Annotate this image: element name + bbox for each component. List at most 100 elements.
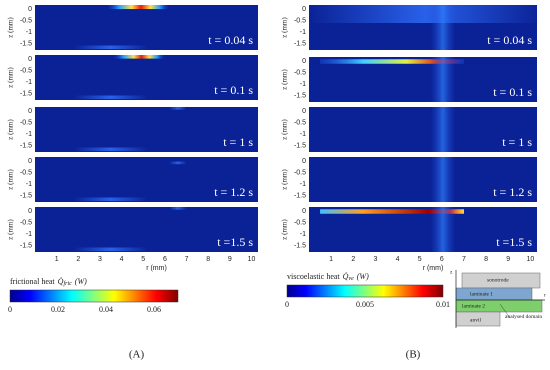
r-tick-label: 7 (462, 256, 466, 263)
colorbar (286, 284, 444, 298)
z-tick-label: -1.5 (294, 242, 306, 249)
z-tick-label: 0 (28, 208, 32, 215)
r-tick-label: 9 (506, 256, 510, 263)
r-tick-label: 5 (418, 256, 422, 263)
label: laminate 2 (462, 303, 485, 309)
r-axis-label: r (mm) (423, 265, 444, 272)
z-tick-label: 0 (28, 56, 32, 63)
z-axis-label: z (mm) (7, 119, 15, 140)
z-tick-label: -0.5 (294, 17, 306, 24)
laminate1-shape (455, 287, 533, 301)
z-axis-label: z (mm) (7, 17, 15, 38)
heat-region (73, 45, 148, 50)
z-tick-label: -0.5 (294, 169, 306, 176)
r-tick-label: 2 (76, 256, 80, 263)
time-label: t = 1 s (223, 135, 253, 149)
pointer (499, 303, 511, 319)
heat-region (430, 5, 456, 50)
z-tick-label: -1 (300, 181, 306, 188)
panel-label: (B) (406, 349, 421, 361)
heatmap (35, 107, 258, 152)
heat-region (320, 209, 464, 214)
colorbar-tick-label: 0.01 (436, 300, 450, 309)
colorbar-tick-label: 0.04 (99, 305, 113, 314)
z-tick-label: -1.5 (294, 92, 306, 99)
colorbar-title: viscoelastic heat Q̇ve (W) (287, 272, 369, 283)
colorbar-unit: (W) (357, 272, 369, 281)
colorbar-tick-label: 0 (8, 305, 12, 314)
heat-region (106, 5, 170, 10)
z-tick-label: -0.5 (20, 169, 32, 176)
time-label: t = 1.2 s (214, 185, 253, 199)
r-tick-label: 1 (55, 256, 59, 263)
colorbar-text: viscoelastic heat (287, 272, 340, 281)
z-tick-label: -0.5 (20, 119, 32, 126)
colorbar (9, 289, 179, 303)
heat-region (73, 95, 148, 100)
r-tick-label: 5 (141, 256, 145, 263)
z-axis-label: z (mm) (281, 219, 289, 240)
heat-region (430, 57, 456, 102)
heat-region (73, 197, 148, 202)
z-tick-label: 0 (302, 6, 306, 13)
heatmap (309, 107, 537, 152)
r-tick-label: 9 (228, 256, 232, 263)
r-tick-label: 3 (373, 256, 377, 263)
z-tick-label: -0.5 (294, 69, 306, 76)
colorbar-unit: (W) (75, 277, 87, 286)
r-tick-label: 4 (396, 256, 400, 263)
r-axis-label: r (mm) (146, 265, 167, 272)
label: sonotrode (487, 277, 509, 283)
heat-region (73, 247, 148, 252)
heatmap (35, 5, 258, 50)
z-tick-label: -1 (300, 81, 306, 88)
z-tick-label: -1.5 (294, 192, 306, 199)
z-tick-label: -0.5 (20, 67, 32, 74)
r-tick-label: 8 (206, 256, 210, 263)
heat-region (430, 207, 456, 252)
z-tick-label: -1 (300, 231, 306, 238)
heatmap (309, 207, 537, 252)
label: r (544, 292, 546, 298)
z-tick-label: -1 (300, 29, 306, 36)
z-tick-label: 0 (28, 158, 32, 165)
colorbar-symbol: Q̇ (58, 277, 64, 286)
label: z (450, 269, 453, 275)
r-tick-label: 4 (120, 256, 124, 263)
heatmap (35, 55, 258, 100)
z-tick-label: -0.5 (294, 119, 306, 126)
setup-diagram: sonotrode laminate 1 laminate 2 anvil an… (450, 269, 546, 328)
z-tick-label: 0 (302, 108, 306, 115)
time-label: t = 0.04 s (487, 33, 532, 47)
r-tick-label: 6 (440, 256, 444, 263)
time-label: t =1.5 s (496, 235, 532, 249)
heatmap (309, 57, 537, 102)
heatmap (35, 157, 258, 202)
heat-region (169, 161, 187, 165)
time-label: t = 0.1 s (214, 83, 253, 97)
z-tick-label: -1.5 (20, 242, 32, 249)
z-tick-label: -1 (26, 79, 32, 86)
z-tick-label: -1 (26, 231, 32, 238)
z-axis-label: z (mm) (281, 169, 289, 190)
z-axis-label: z (mm) (7, 67, 15, 88)
z-tick-label: -0.5 (294, 219, 306, 226)
time-label: t = 1 s (502, 135, 532, 149)
heat-region (169, 207, 187, 210)
z-tick-label: 0 (302, 58, 306, 65)
colorbar-text: frictional heat (10, 277, 55, 286)
colorbar-tick-label: 0.02 (51, 305, 65, 314)
z-tick-label: 0 (302, 208, 306, 215)
z-axis-label: z (mm) (7, 219, 15, 240)
r-tick-label: 6 (163, 256, 167, 263)
z-tick-label: -0.5 (20, 17, 32, 24)
label: analysed domain (505, 314, 542, 320)
z-tick-label: -1 (26, 181, 32, 188)
z-tick-label: -1 (26, 29, 32, 36)
z-tick-label: 0 (28, 108, 32, 115)
r-tick-label: 10 (526, 256, 534, 263)
z-axis-label: z (mm) (281, 17, 289, 38)
colorbar-tick-label: 0.005 (356, 300, 374, 309)
